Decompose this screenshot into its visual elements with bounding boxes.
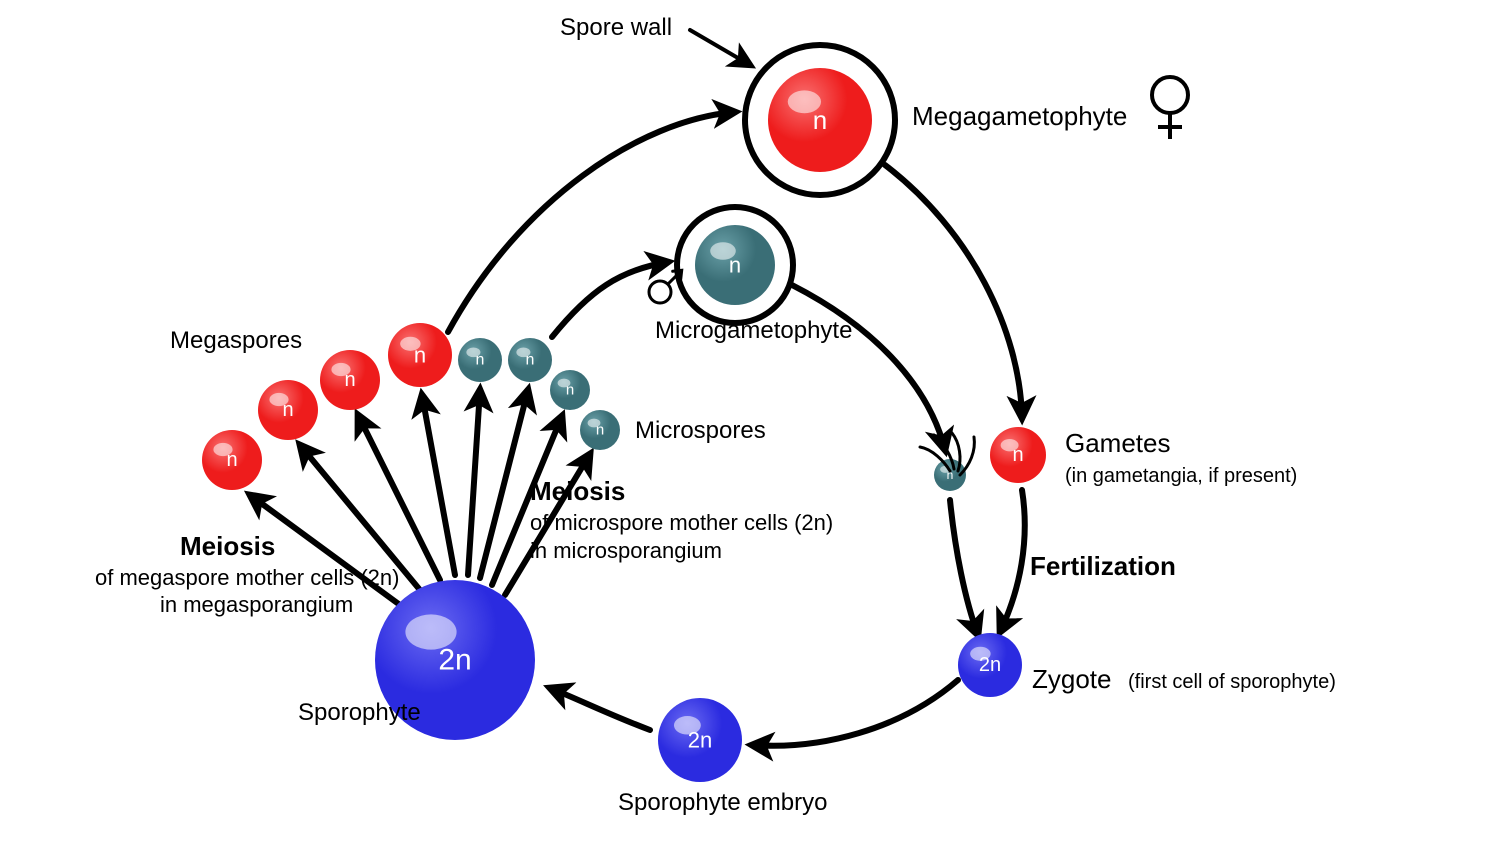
label-zygote_lbl: Zygote — [1032, 664, 1112, 694]
node-micro2: n — [508, 338, 552, 382]
node-mega4: n — [388, 323, 452, 387]
arrow-zygote-to-embryo — [752, 680, 958, 746]
node-text-sporophyte: 2n — [438, 644, 471, 677]
arrow-sporo-to-micro1 — [468, 390, 480, 575]
label-meiosis_mega_l2: in megasporangium — [160, 592, 353, 617]
node-microgam: n — [677, 207, 793, 323]
label-fertilization: Fertilization — [1030, 551, 1176, 581]
label-meiosis_micro_l1: of microspore mother cells (2n) — [530, 510, 833, 535]
node-mega3: n — [320, 350, 380, 410]
node-micro3: n — [550, 370, 590, 410]
label-zygote_sub: (first cell of sporophyte) — [1128, 671, 1336, 693]
node-text-gamete_red: n — [1012, 444, 1023, 466]
label-gametes_sub: (in gametangia, if present) — [1065, 465, 1297, 487]
arrow-megagam-to-gametes — [885, 165, 1022, 418]
arrow-gamete-teal-to-zygote — [950, 500, 978, 635]
node-megagam: n — [745, 45, 895, 195]
node-text-micro3: n — [566, 382, 574, 399]
label-sporophyte_lbl: Sporophyte — [298, 699, 421, 726]
arrow-microgam-to-gametes — [792, 285, 945, 450]
node-text-micro2: n — [526, 352, 535, 369]
arrow-embryo-to-sporo — [550, 688, 650, 730]
label-gametes: Gametes — [1065, 428, 1171, 458]
flagella — [920, 433, 974, 475]
node-text-mega2: n — [282, 399, 293, 421]
node-micro1: n — [458, 338, 502, 382]
label-megaspores: Megaspores — [170, 327, 302, 354]
label-meiosis_mega_h: Meiosis — [180, 531, 275, 561]
node-text-mega3: n — [344, 369, 355, 391]
node-text-mega1: n — [226, 449, 237, 471]
arrow-gamete-red-to-zygote — [1000, 490, 1025, 632]
label-meiosis_micro_h: Meiosis — [530, 476, 625, 506]
node-spor_embryo: 2n — [658, 698, 742, 782]
node-gamete_red: n — [990, 427, 1046, 483]
node-text-micro1: n — [476, 352, 485, 369]
male-symbol — [649, 270, 682, 303]
node-micro4: n — [580, 410, 620, 450]
node-text-spor_embryo: 2n — [688, 728, 712, 753]
label-spore_wall: Spore wall — [560, 14, 672, 41]
lifecycle-diagram: 2n2n2nnnnnnnnnnnnn Spore wallMegagametop… — [0, 0, 1500, 844]
node-zygote: 2n — [958, 633, 1022, 697]
label-meiosis_mega_l1: of megaspore mother cells (2n) — [95, 565, 399, 590]
node-text-mega4: n — [414, 343, 426, 368]
label-microspores: Microspores — [635, 417, 766, 444]
label-spor_embryo_lbl: Sporophyte embryo — [618, 789, 827, 816]
arrow-sporewall-pointer — [690, 30, 750, 65]
label-megagametophyte: Megagametophyte — [912, 101, 1127, 131]
label-microgametophyte: Microgametophyte — [655, 317, 852, 344]
node-text-microgam: n — [729, 253, 741, 278]
node-mega2: n — [258, 380, 318, 440]
node-mega1: n — [202, 430, 262, 490]
node-text-micro4: n — [596, 422, 604, 439]
label-meiosis_micro_l2: in microsporangium — [530, 538, 722, 563]
node-text-megagam: n — [813, 105, 827, 135]
female-symbol — [1152, 77, 1188, 139]
node-text-zygote: 2n — [979, 654, 1001, 676]
